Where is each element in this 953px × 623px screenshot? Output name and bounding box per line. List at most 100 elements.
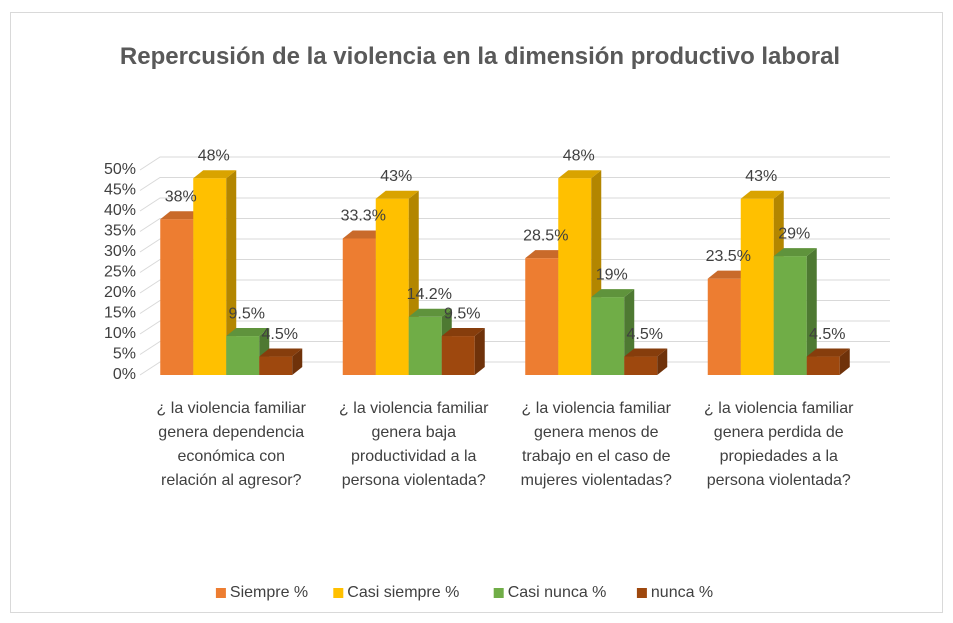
bar — [441, 328, 485, 375]
bar-side — [806, 248, 817, 375]
bar-side — [226, 170, 237, 375]
bar-front — [193, 178, 227, 375]
grid-line — [139, 177, 890, 191]
bar-front — [525, 258, 559, 375]
x-tick-label: ¿ la violencia familiar genera baja prod… — [339, 400, 489, 489]
bar-top — [773, 248, 817, 257]
y-tick-label: 5% — [113, 346, 136, 363]
legend-swatch — [215, 588, 226, 598]
bar — [375, 190, 419, 375]
legend-swatch — [636, 588, 647, 598]
bar-front — [591, 297, 625, 375]
bar — [259, 348, 303, 375]
bar — [193, 170, 237, 375]
bar-front — [408, 316, 442, 375]
y-tick-label: 40% — [104, 202, 136, 219]
bar-top — [160, 211, 204, 220]
bar-top — [226, 328, 270, 337]
data-label: 38% — [165, 188, 197, 205]
bars — [160, 170, 850, 375]
bar-front — [707, 278, 741, 375]
y-tick-label: 50% — [104, 161, 136, 178]
grid-line — [139, 300, 890, 314]
data-label: 4.5% — [627, 326, 663, 343]
bar-front — [624, 356, 658, 375]
bar-top — [707, 270, 751, 279]
data-label: 23.5% — [706, 248, 751, 265]
x-tick-box: ¿ la violencia familiar genera perdida d… — [704, 400, 854, 489]
bar-top — [525, 250, 569, 259]
bar-side — [474, 328, 485, 375]
bar — [624, 348, 668, 375]
y-tick-label: 20% — [104, 284, 136, 301]
grid-line — [139, 279, 890, 294]
bar-top — [591, 289, 635, 298]
bar-top — [806, 348, 850, 357]
data-label: 19% — [596, 266, 628, 283]
bar — [773, 248, 817, 375]
bar-top — [441, 328, 485, 337]
bar-side — [839, 348, 850, 375]
grid-line — [139, 238, 890, 253]
bar-top — [740, 190, 784, 199]
y-tick-label: 45% — [104, 182, 136, 199]
bar-top — [342, 230, 386, 239]
grid-line — [139, 341, 890, 355]
bar-top — [259, 348, 303, 357]
data-label: 9.5% — [229, 305, 265, 322]
grid-line — [139, 320, 890, 335]
chart-title: Repercusión de la violencia en la dimens… — [119, 43, 841, 70]
data-label: 28.5% — [523, 227, 568, 244]
bar-front — [806, 356, 840, 375]
data-label: 9.5% — [444, 305, 480, 322]
grid-line — [139, 218, 890, 232]
y-tick-label: 0% — [113, 366, 136, 383]
x-tick-label: ¿ la violencia familiar genera menos de … — [520, 400, 672, 489]
bar-top — [375, 190, 419, 199]
data-label: 4.5% — [809, 326, 845, 343]
data-label: 43% — [380, 168, 412, 185]
bar-front — [259, 356, 293, 375]
bar-front — [740, 198, 774, 375]
grid-line — [139, 156, 890, 171]
legend-label: nunca % — [651, 584, 713, 601]
bar-front — [226, 336, 260, 375]
y-tick-label: 30% — [104, 243, 136, 260]
bar-top — [624, 348, 668, 357]
y-tick-label: 10% — [104, 325, 136, 342]
legend-swatch — [493, 588, 504, 598]
legend-swatch — [333, 588, 344, 598]
bar-top — [558, 170, 602, 179]
bar — [558, 170, 602, 375]
y-tick-label: 15% — [104, 305, 136, 322]
bar-front — [160, 219, 194, 375]
data-label: 29% — [778, 225, 810, 242]
bar-top — [193, 170, 237, 179]
x-tick-label: ¿ la violencia familiar genera dependenc… — [156, 400, 306, 489]
bar-front — [342, 238, 376, 375]
bar-side — [657, 348, 668, 375]
y-tick-label: 25% — [104, 264, 136, 281]
data-label: 14.2% — [407, 286, 452, 303]
bar-front — [375, 198, 409, 375]
x-tick-box: ¿ la violencia familiar genera baja prod… — [339, 400, 489, 489]
data-label: 48% — [563, 147, 595, 164]
bar-side — [292, 348, 303, 375]
bar-front — [773, 256, 807, 375]
x-tick-box: ¿ la violencia familiar genera dependenc… — [156, 400, 306, 489]
legend-label: Siempre % — [230, 584, 308, 601]
legend-label: Casi nunca % — [508, 584, 607, 601]
y-tick-label: 35% — [104, 223, 136, 240]
data-label: 43% — [745, 168, 777, 185]
x-tick-label: ¿ la violencia familiar genera perdida d… — [704, 400, 854, 489]
data-label: 4.5% — [262, 326, 298, 343]
bar-front — [558, 178, 592, 375]
grid-line — [139, 197, 890, 212]
x-tick-box: ¿ la violencia familiar genera menos de … — [520, 400, 672, 489]
bar-front — [441, 336, 475, 375]
legend-label: Casi siempre % — [347, 584, 459, 601]
data-label: 33.3% — [341, 208, 386, 225]
title-box: Repercusión de la violencia en la dimens… — [119, 43, 841, 70]
data-label: 48% — [198, 147, 230, 164]
